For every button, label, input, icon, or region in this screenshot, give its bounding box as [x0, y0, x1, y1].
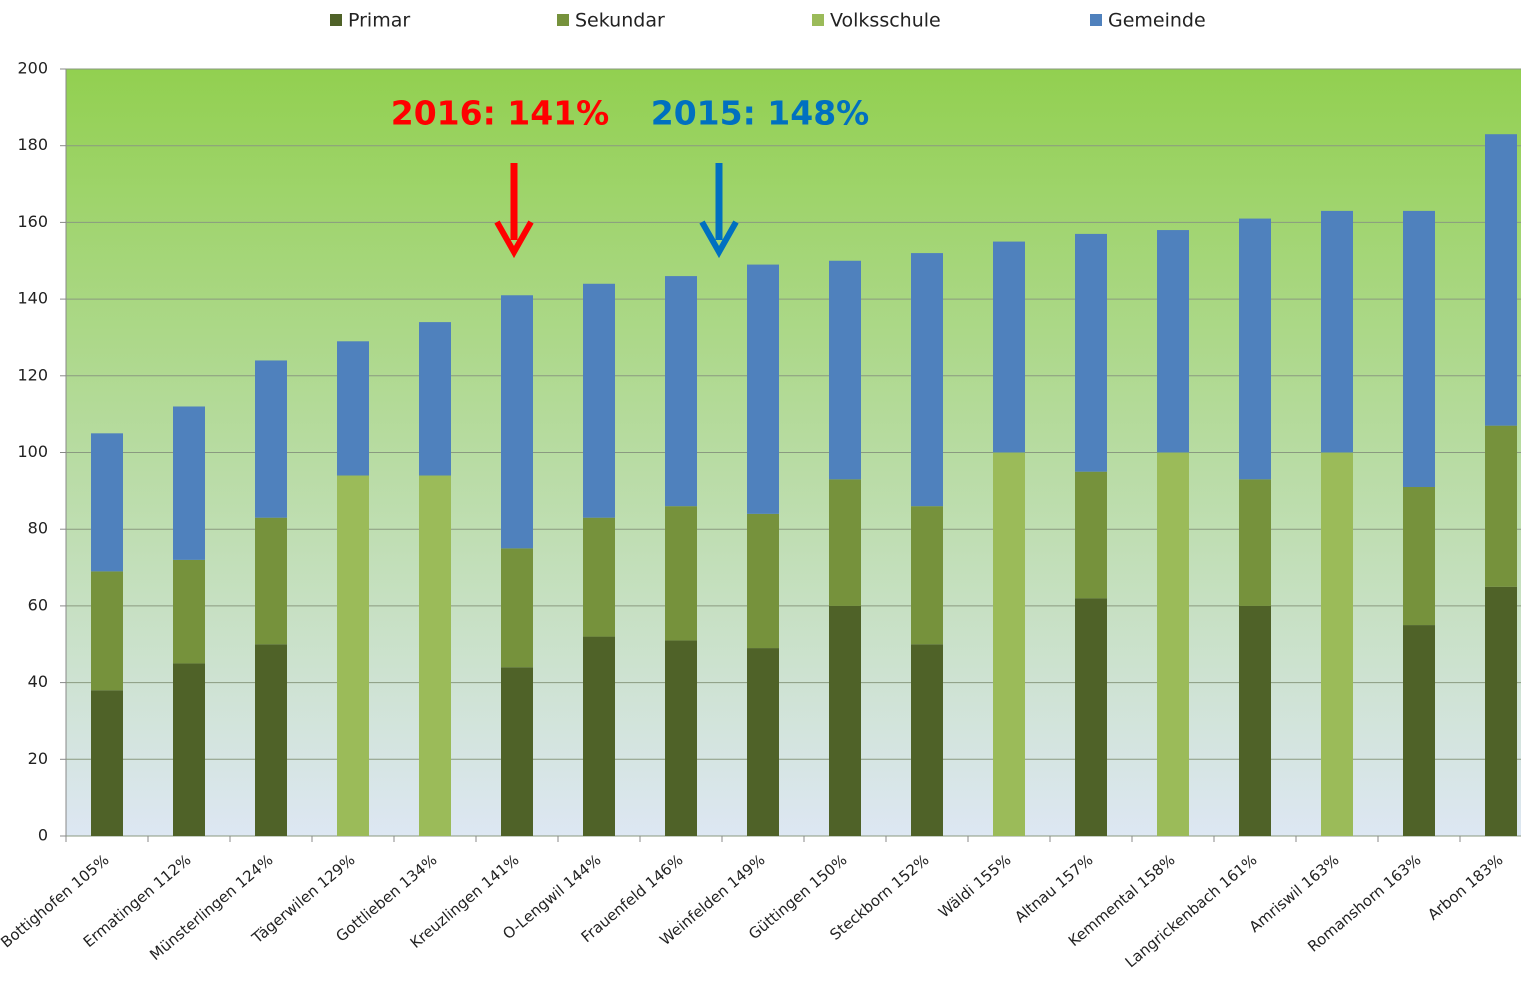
legend-swatch	[330, 14, 342, 26]
bar-segment	[583, 636, 615, 836]
bar-segment	[1239, 479, 1271, 606]
bar-segment	[501, 667, 533, 836]
bar-segment	[173, 559, 205, 664]
bar-segment	[1157, 230, 1189, 453]
bar-segment	[255, 360, 287, 518]
y-tick-label: 40	[28, 672, 48, 691]
bar-segment	[173, 663, 205, 836]
y-tick-label: 20	[28, 749, 48, 768]
bar-segment	[337, 341, 369, 476]
bar-segment	[911, 644, 943, 836]
bar-segment	[255, 517, 287, 645]
bar-segment	[91, 571, 123, 691]
legend-swatch	[812, 14, 824, 26]
bar-segment	[747, 264, 779, 514]
bar-segment	[829, 260, 861, 480]
legend-label: Gemeinde	[1108, 10, 1206, 32]
bar-segment	[911, 253, 943, 507]
bar-segment	[255, 644, 287, 836]
legend-label: Sekundar	[575, 10, 665, 32]
bar-segment	[747, 513, 779, 649]
y-tick-label: 120	[17, 365, 48, 384]
y-tick-label: 140	[17, 289, 48, 308]
legend-label: Primar	[348, 10, 410, 32]
bar-segment	[501, 295, 533, 549]
annotation: 2015: 148%	[651, 94, 869, 133]
bar-segment	[1157, 452, 1189, 836]
bar-segment	[419, 475, 451, 836]
bar-segment	[1075, 471, 1107, 599]
y-tick-label: 60	[28, 595, 48, 614]
y-tick-label: 100	[17, 442, 48, 461]
bar-segment	[1075, 233, 1107, 472]
bar-segment	[1239, 605, 1271, 836]
bar-segment	[1403, 625, 1435, 836]
bar-segment	[993, 452, 1025, 836]
bar-segment	[665, 506, 697, 641]
legend-swatch	[1090, 14, 1102, 26]
annotation: 2016: 141%	[391, 94, 609, 133]
bar-segment	[419, 322, 451, 476]
y-tick-label: 200	[17, 59, 48, 78]
y-tick-label: 80	[28, 519, 48, 538]
bar-segment	[1485, 586, 1517, 836]
arrow-head	[494, 220, 534, 259]
bar-segment	[993, 241, 1025, 453]
bar-segment	[665, 640, 697, 836]
bar-segment	[173, 406, 205, 560]
x-tick-label: Arbon 183%	[1424, 851, 1506, 924]
bar-segment	[1403, 210, 1435, 488]
bar-segment	[91, 433, 123, 572]
bar-segment	[747, 648, 779, 836]
x-tick-label: Wäldi 155%	[935, 851, 1014, 922]
bar-segment	[1403, 487, 1435, 626]
bar-segment	[583, 517, 615, 637]
y-tick-label: 180	[17, 135, 48, 154]
y-tick-label: 0	[38, 826, 48, 845]
bar-segment	[665, 276, 697, 507]
bar-segment	[1239, 218, 1271, 480]
bar-segment	[1485, 425, 1517, 587]
bar-segment	[911, 506, 943, 645]
y-tick-label: 160	[17, 212, 48, 231]
bar-segment	[829, 479, 861, 606]
x-tick-label: Altnau 157%	[1011, 851, 1096, 927]
bar-segment	[337, 475, 369, 836]
bar-segment	[1321, 452, 1353, 836]
x-tick-label: Langrickenbach 161%	[1122, 851, 1261, 972]
legend-label: Volksschule	[830, 10, 941, 32]
bar-segment	[501, 548, 533, 668]
bar-segment	[91, 690, 123, 836]
bar-segment	[829, 605, 861, 836]
bar-segment	[1075, 598, 1107, 836]
bar-segment	[1485, 134, 1517, 426]
bar-segment	[583, 283, 615, 518]
bar-segment	[1321, 210, 1353, 453]
arrow-head	[699, 220, 739, 259]
legend-swatch	[557, 14, 569, 26]
